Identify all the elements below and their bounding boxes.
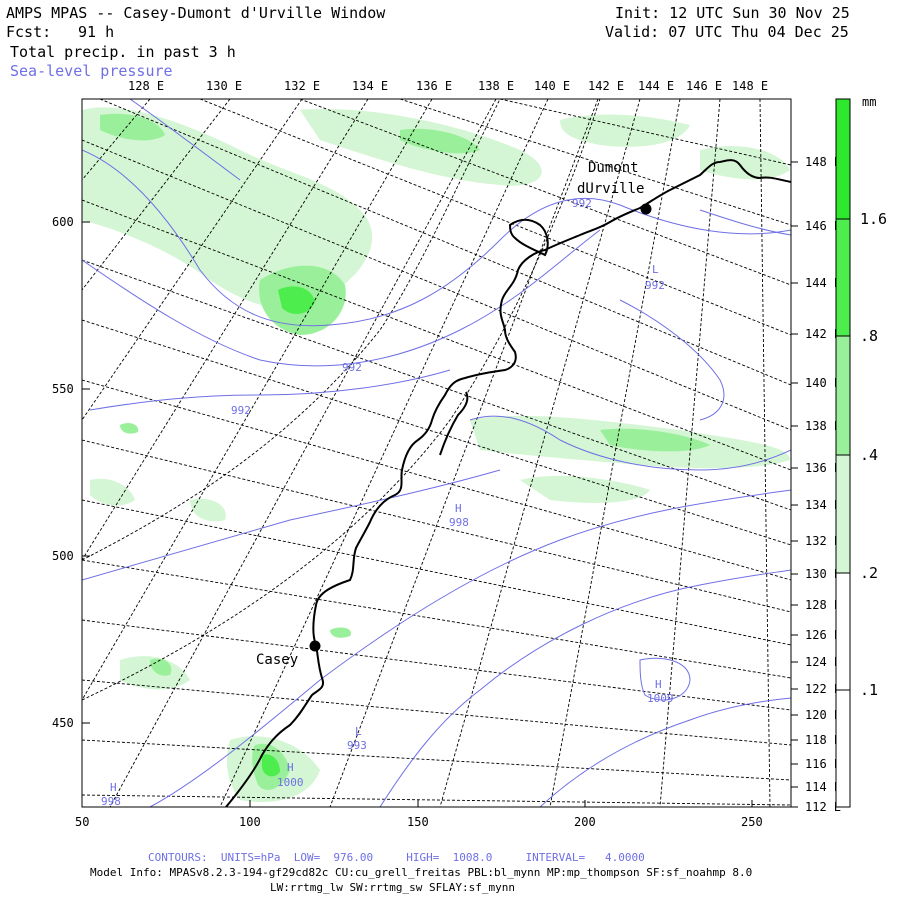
contour-label: 998 [101, 795, 121, 808]
right-longitude-label: 142 E [805, 327, 841, 341]
right-longitude-label: 132 E [805, 534, 841, 548]
low-marker: L [355, 725, 362, 738]
right-longitude-label: 134 E [805, 498, 841, 512]
x-tick-label: 250 [741, 815, 763, 829]
top-longitude-label: 132 E [284, 79, 320, 93]
colorbar-segment [836, 690, 850, 807]
x-axis: 50 100 150 200 250 [75, 800, 763, 829]
colorbar: mm 1.6 .8 .4 .2 .1 [835, 95, 887, 808]
colorbar-label: .1 [860, 681, 878, 699]
pressure-contours [82, 99, 791, 807]
colorbar-segment [836, 573, 850, 690]
dumont-durville-marker [640, 203, 652, 215]
top-longitude-label: 128 E [128, 79, 164, 93]
colorbar-segment [836, 99, 850, 219]
colorbar-label: .8 [860, 327, 878, 345]
contour-label: 1000 [277, 776, 304, 789]
right-longitude-label: 144 E [805, 276, 841, 290]
high-marker: H [455, 502, 462, 515]
map-frame [81, 98, 792, 808]
x-tick-label: 100 [239, 815, 261, 829]
precip-field [82, 107, 790, 803]
colorbar-label: .4 [860, 446, 878, 464]
top-longitude-label: 136 E [416, 79, 452, 93]
y-axis: 600 550 500 450 [52, 215, 90, 730]
contour-label: 992 [645, 279, 665, 292]
high-marker: H [110, 781, 117, 794]
colorbar-label: .2 [860, 564, 878, 582]
right-longitude-label: 126 E [805, 628, 841, 642]
contour-label: 992 [572, 197, 592, 210]
top-longitude-labels: 128 E 130 E 132 E 134 E 136 E 138 E 140 … [128, 79, 768, 93]
right-longitude-label: 136 E [805, 461, 841, 475]
right-longitude-label: 116 E [805, 757, 841, 771]
y-tick-label: 600 [52, 215, 74, 229]
y-tick-label: 500 [52, 549, 74, 563]
contour-label: 993 [347, 739, 367, 752]
colorbar-frame [835, 98, 851, 808]
valid-time: Valid: 07 UTC Thu 04 Dec 25 [605, 23, 849, 41]
station-label-dumont: Dumont [588, 160, 639, 176]
low-marker: L [652, 263, 659, 276]
right-longitude-label: 148 E [805, 155, 841, 169]
top-longitude-label: 130 E [206, 79, 242, 93]
init-time: Init: 12 UTC Sun 30 Nov 25 [615, 4, 850, 22]
forecast-hour: 91 h [78, 23, 115, 41]
colorbar-label: 1.6 [860, 210, 887, 228]
x-tick-label: 50 [75, 815, 89, 829]
right-longitude-label: 124 E [805, 655, 841, 669]
top-longitude-label: 134 E [352, 79, 388, 93]
right-longitude-label: 146 E [805, 219, 841, 233]
right-longitude-label: 114 E [805, 780, 841, 794]
overlay-name: Sea-level pressure [10, 62, 173, 80]
x-tick-label: 150 [407, 815, 429, 829]
x-tick-label: 200 [574, 815, 596, 829]
contour-info: CONTOURS: UNITS=hPa LOW= 976.00 HIGH= 10… [148, 851, 645, 864]
casey-marker [309, 640, 321, 652]
top-longitude-label: 140 E [534, 79, 570, 93]
contour-label: 1009 [647, 692, 674, 705]
contour-label: 998 [449, 516, 469, 529]
right-longitude-label: 112 E [805, 800, 841, 814]
y-tick-label: 450 [52, 716, 74, 730]
right-longitude-label: 138 E [805, 419, 841, 433]
map-title: AMPS MPAS -- Casey-Dumont d'Urville Wind… [6, 4, 386, 22]
right-longitude-label: 130 E [805, 567, 841, 581]
top-longitude-label: 138 E [478, 79, 514, 93]
right-longitude-label: 122 E [805, 682, 841, 696]
model-info-line2: LW:rrtmg_lw SW:rrtmg_sw SFLAY:sf_mynn [270, 881, 516, 894]
top-longitude-label: 148 E [732, 79, 768, 93]
colorbar-segment [836, 219, 850, 336]
graticule [82, 99, 791, 807]
high-marker: H [655, 678, 662, 691]
station-label-durville: dUrville [577, 181, 644, 197]
right-longitude-label: 128 E [805, 598, 841, 612]
product-name: Total precip. in past 3 h [10, 43, 236, 61]
contour-label: 992 [231, 404, 251, 417]
right-longitude-labels: 148 E 146 E 144 E 142 E 140 E 138 E 136 E 134 E… [791, 155, 841, 814]
right-longitude-label: 140 E [805, 376, 841, 390]
top-longitude-label: 142 E [588, 79, 624, 93]
right-longitude-label: 118 E [805, 733, 841, 747]
y-tick-label: 550 [52, 382, 74, 396]
top-longitude-label: 144 E [638, 79, 674, 93]
colorbar-segment [836, 336, 850, 455]
top-longitude-label: 146 E [686, 79, 722, 93]
high-marker: H [287, 761, 294, 774]
model-info: Model Info: MPASv8.2.3-194-gf29cd82c CU:… [90, 866, 753, 879]
colorbar-unit: mm [862, 95, 876, 109]
right-longitude-label: 120 E [805, 708, 841, 722]
colorbar-segment [836, 455, 850, 573]
forecast-label: Fcst: [6, 23, 52, 41]
contour-label: 992 [342, 361, 362, 374]
station-label-casey: Casey [256, 652, 298, 668]
